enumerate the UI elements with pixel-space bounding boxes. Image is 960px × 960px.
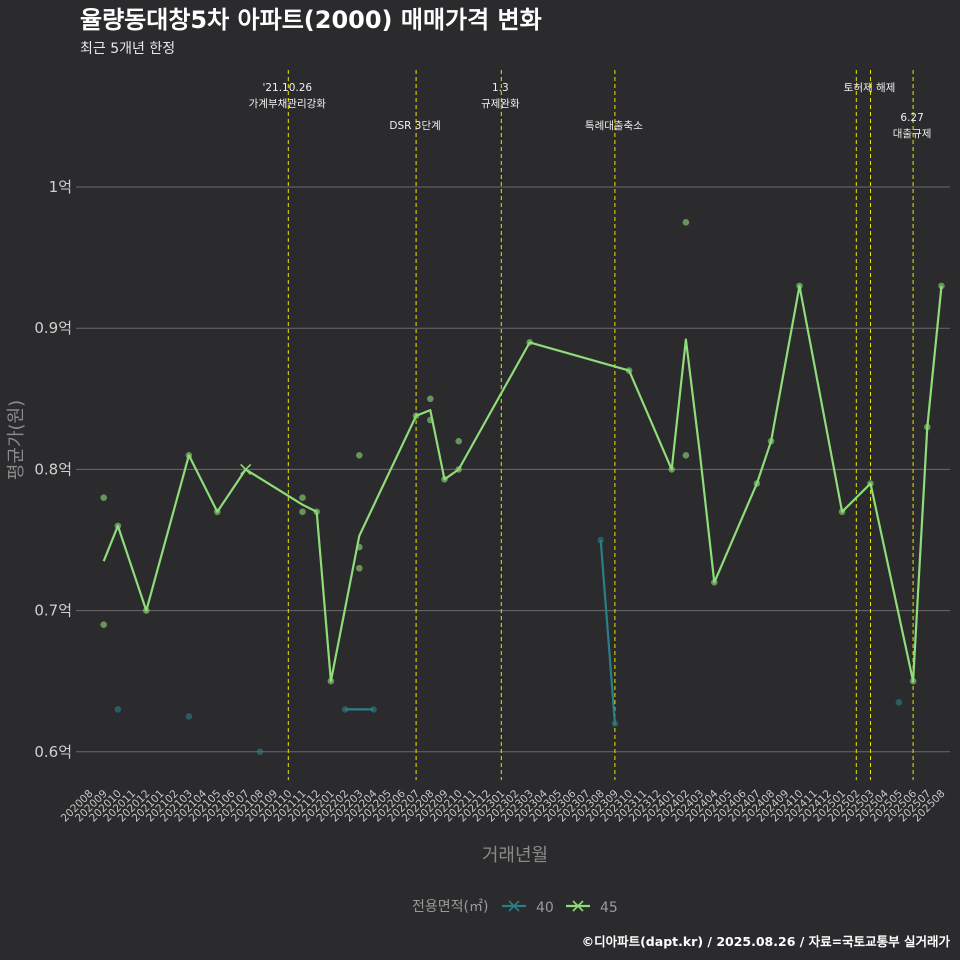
event-label: 6.27 <box>900 112 923 124</box>
legend-label: 45 <box>600 900 618 916</box>
data-point <box>185 713 193 720</box>
data-point <box>455 437 463 445</box>
legend-key-cross <box>572 900 584 912</box>
y-tick-label: 0.6억 <box>34 743 72 761</box>
legend-title: 전용면적(㎡) <box>412 899 488 915</box>
legend-label: 40 <box>536 900 554 916</box>
event-label: 토허제 해제 <box>844 81 896 94</box>
event-label: '21.10.26 <box>262 82 312 94</box>
data-point <box>682 451 690 459</box>
data-point <box>427 395 434 403</box>
legend-key-cross <box>508 900 520 912</box>
data-point <box>100 494 107 501</box>
event-label: 규제완화 <box>481 97 520 110</box>
data-point <box>256 748 264 756</box>
data-point <box>114 706 122 713</box>
y-tick-label: 1억 <box>49 178 72 196</box>
source-caption: ©디아파트(dapt.kr) / 2025.08.26 / 자료=국토교통부 실… <box>582 934 951 949</box>
event-label: DSR 3단계 <box>389 120 440 132</box>
series-40 <box>114 536 903 756</box>
data-point <box>682 219 690 226</box>
y-axis-title: 평균가(원) <box>6 400 27 480</box>
chart-title: 율량동대창5차 아파트(2000) 매매가격 변화 <box>80 6 542 34</box>
data-point <box>299 508 306 516</box>
y-tick-label: 0.8억 <box>34 460 72 478</box>
x-tick-labels: 2020082020092020102020112020122021012021… <box>59 787 948 824</box>
cross-marker <box>240 463 252 475</box>
data-point <box>356 451 363 459</box>
x-axis-title: 거래년월 <box>482 845 548 866</box>
event-label: 대출규제 <box>893 128 932 140</box>
y-tick-label: 0.9억 <box>34 319 72 337</box>
data-point <box>299 494 306 501</box>
data-point <box>100 621 107 629</box>
series-45 <box>100 219 945 685</box>
legend: 전용면적(㎡) 40 45 <box>412 899 618 916</box>
event-label: 가계부채관리강화 <box>249 98 327 110</box>
data-point <box>356 564 363 572</box>
data-point <box>611 720 619 727</box>
y-gridlines <box>76 186 950 753</box>
y-tick-label: 0.7억 <box>34 602 72 620</box>
series-line <box>599 539 616 724</box>
chart-subtitle: 최근 5개년 한정 <box>80 41 175 57</box>
series-line <box>102 284 943 683</box>
data-point <box>895 699 903 706</box>
y-tick-labels: 0.6억 0.7억 0.8억 0.9억 1억 <box>34 178 72 761</box>
series-layer <box>100 219 945 756</box>
data-point <box>938 282 945 290</box>
event-label: 1.3 <box>492 82 509 94</box>
event-label: 특례대출축소 <box>585 120 643 132</box>
